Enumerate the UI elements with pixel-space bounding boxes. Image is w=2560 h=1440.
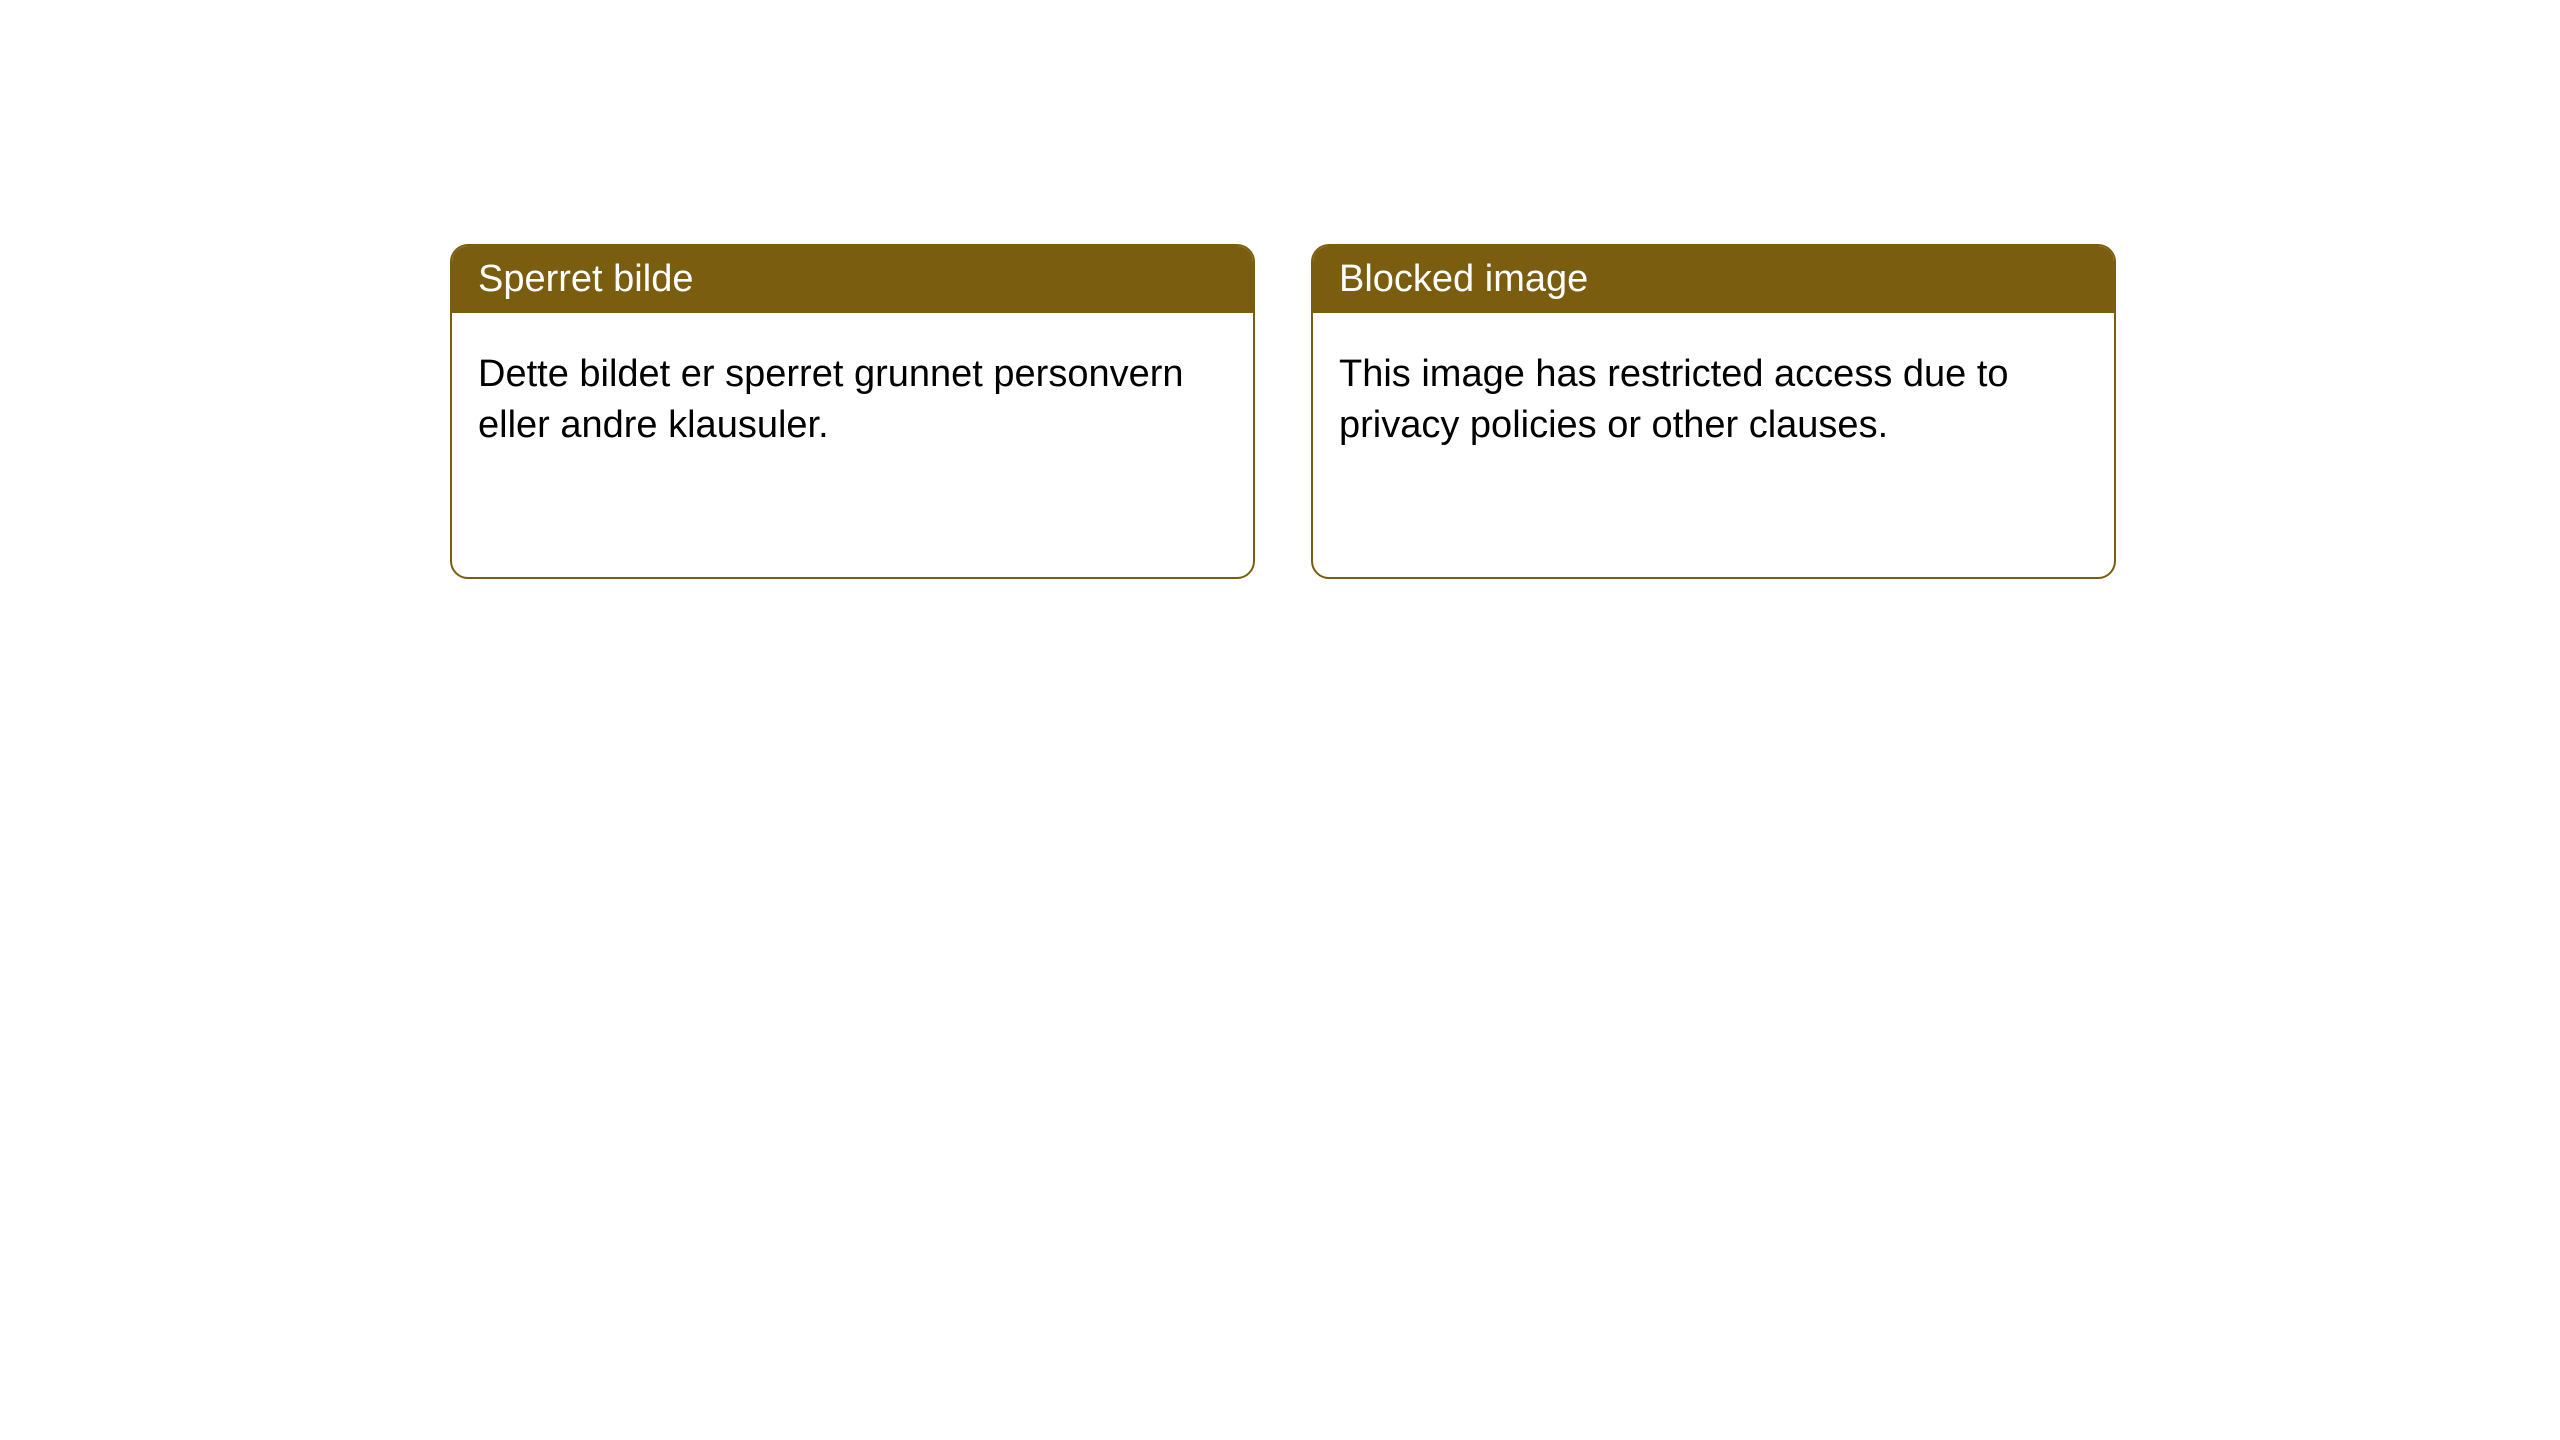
card-body: This image has restricted access due to … [1313, 313, 2114, 488]
notice-container: Sperret bilde Dette bildet er sperret gr… [0, 0, 2560, 579]
card-message: This image has restricted access due to … [1339, 353, 2009, 446]
card-title: Blocked image [1339, 258, 1588, 300]
card-header: Sperret bilde [452, 246, 1253, 313]
card-message: Dette bildet er sperret grunnet personve… [478, 353, 1184, 446]
card-title: Sperret bilde [478, 258, 693, 300]
card-header: Blocked image [1313, 246, 2114, 313]
notice-card-no: Sperret bilde Dette bildet er sperret gr… [450, 244, 1255, 579]
notice-card-en: Blocked image This image has restricted … [1311, 244, 2116, 579]
card-body: Dette bildet er sperret grunnet personve… [452, 313, 1253, 488]
